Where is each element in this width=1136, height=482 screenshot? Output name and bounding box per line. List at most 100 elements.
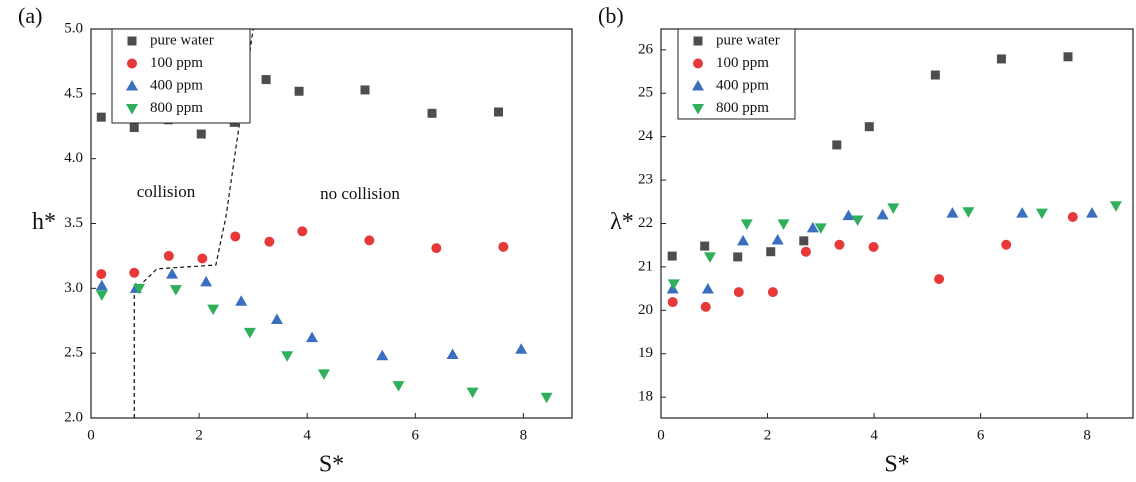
- legend-label: pure water: [716, 32, 780, 48]
- marker: [800, 246, 811, 257]
- marker: [515, 343, 528, 354]
- marker: [834, 239, 845, 250]
- marker: [1109, 201, 1122, 212]
- marker: [766, 247, 776, 257]
- legend-label: 400 ppm: [150, 77, 203, 93]
- panel-label: (a): [18, 3, 42, 28]
- marker: [701, 283, 714, 294]
- marker: [996, 54, 1006, 64]
- marker: [667, 297, 678, 308]
- marker: [196, 129, 206, 139]
- legend-label: 100 ppm: [716, 55, 769, 71]
- legend-label: 800 ppm: [150, 100, 203, 116]
- marker: [693, 36, 703, 46]
- marker: [814, 223, 827, 234]
- y-tick-label: 26: [638, 41, 654, 57]
- panel-label: (b): [598, 3, 624, 28]
- marker: [767, 287, 778, 298]
- x-axis-label: S*: [319, 452, 344, 478]
- marker: [129, 267, 140, 278]
- y-tick-label: 5.0: [64, 20, 83, 36]
- marker: [95, 290, 108, 301]
- marker: [127, 58, 137, 69]
- marker: [466, 387, 479, 399]
- marker: [133, 283, 146, 295]
- marker: [129, 123, 139, 133]
- marker: [700, 241, 710, 251]
- marker: [127, 36, 137, 46]
- x-tick-label: 6: [412, 427, 420, 443]
- y-tick-label: 19: [638, 345, 653, 361]
- y-tick-label: 4.0: [64, 150, 83, 166]
- marker: [733, 252, 743, 262]
- marker: [126, 104, 138, 115]
- marker: [243, 327, 256, 339]
- marker: [930, 70, 940, 80]
- y-tick-label: 3.0: [64, 280, 83, 296]
- marker: [777, 219, 790, 230]
- marker: [692, 104, 704, 115]
- marker: [493, 107, 503, 117]
- x-tick-label: 0: [87, 427, 95, 443]
- y-axis-label: h*: [32, 209, 56, 235]
- y-axis-label: λ*: [610, 209, 634, 235]
- marker: [317, 369, 330, 380]
- legend-label: pure water: [150, 32, 214, 48]
- marker: [868, 241, 879, 252]
- marker: [771, 233, 784, 245]
- x-tick-label: 2: [195, 427, 203, 443]
- annotation: no collision: [320, 184, 400, 203]
- marker: [700, 301, 711, 312]
- boundary-line: [133, 28, 254, 418]
- marker: [431, 243, 442, 254]
- x-tick-label: 4: [303, 427, 311, 443]
- marker: [740, 219, 753, 230]
- marker: [704, 252, 717, 263]
- marker: [1085, 207, 1098, 218]
- y-tick-label: 2.5: [64, 345, 83, 361]
- marker: [264, 236, 275, 247]
- marker: [498, 241, 509, 252]
- marker: [540, 392, 553, 404]
- marker: [306, 331, 319, 343]
- marker: [96, 269, 107, 280]
- y-tick-label: 25: [638, 85, 653, 101]
- marker: [126, 80, 138, 91]
- marker: [864, 122, 874, 132]
- marker: [200, 275, 213, 287]
- marker: [946, 207, 959, 218]
- marker: [235, 295, 248, 306]
- annotation: collision: [137, 182, 196, 201]
- marker: [95, 279, 108, 291]
- marker: [851, 215, 864, 227]
- marker: [96, 112, 106, 122]
- marker: [733, 287, 744, 298]
- marker: [197, 253, 208, 264]
- y-tick-label: 3.5: [64, 215, 83, 231]
- x-tick-label: 8: [1083, 427, 1091, 443]
- legend-label: 100 ppm: [150, 55, 203, 71]
- marker: [737, 234, 750, 246]
- marker: [962, 207, 975, 218]
- x-tick-label: 2: [764, 427, 772, 443]
- marker: [693, 58, 703, 69]
- marker: [934, 274, 945, 285]
- y-tick-label: 2.0: [64, 409, 83, 425]
- marker: [166, 268, 179, 279]
- marker: [876, 208, 889, 220]
- x-tick-label: 4: [870, 427, 878, 443]
- marker: [207, 304, 220, 316]
- legend-label: 400 ppm: [716, 77, 769, 93]
- marker: [230, 231, 241, 242]
- x-axis-label: S*: [884, 452, 909, 478]
- marker: [163, 250, 174, 261]
- marker: [667, 279, 680, 290]
- marker: [666, 283, 679, 294]
- marker: [832, 140, 842, 150]
- y-tick-label: 21: [638, 258, 653, 274]
- marker: [806, 221, 819, 233]
- marker: [270, 313, 283, 324]
- marker: [1035, 208, 1048, 220]
